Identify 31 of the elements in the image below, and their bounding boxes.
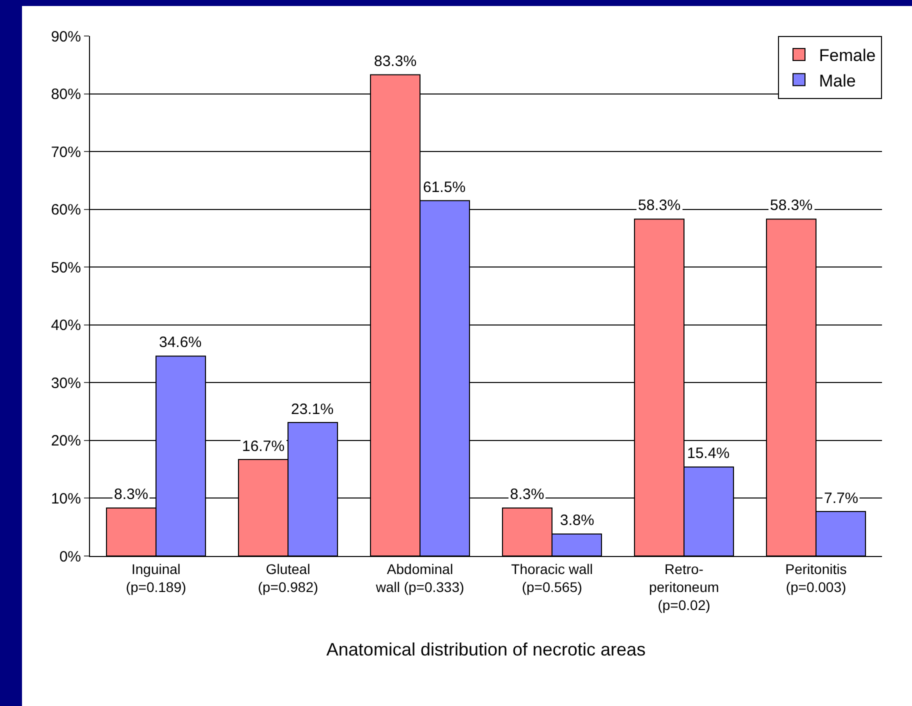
y-tick-label: 50% — [50, 259, 81, 276]
x-tick-label: Peritonitis (p=0.003) — [785, 560, 847, 595]
y-tick-label: 70% — [50, 144, 81, 161]
y-tick-label: 60% — [50, 202, 81, 219]
legend-label: Male — [819, 71, 856, 90]
x-tick-label: Inguinal (p=0.189) — [126, 560, 186, 595]
y-tick-label: 90% — [50, 28, 81, 46]
data-label: 7.7% — [824, 490, 858, 507]
y-tick-label: 10% — [50, 490, 81, 508]
data-label: 23.1% — [291, 401, 334, 418]
y-tick-label: 0% — [59, 548, 81, 566]
data-label: 8.3% — [114, 486, 148, 503]
y-tick-label: 80% — [50, 86, 81, 104]
data-label: 16.7% — [242, 438, 285, 455]
y-tick-label: 40% — [50, 317, 81, 334]
data-label: 34.6% — [159, 334, 202, 351]
x-tick-label: Thoracic wall (p=0.565) — [511, 560, 593, 595]
y-tick-label: 20% — [50, 432, 81, 450]
data-label: 3.8% — [560, 512, 594, 529]
data-label: 15.4% — [687, 445, 730, 462]
data-label: 83.3% — [374, 53, 417, 70]
x-tick-label: Retro- peritoneum (p=0.02) — [648, 560, 720, 614]
y-tick-label: 30% — [50, 374, 81, 392]
x-axis-title: Anatomical distribution of necrotic areas — [326, 639, 646, 660]
data-label: 58.3% — [638, 197, 681, 214]
x-tick-label: Abdominal wall (p=0.333) — [374, 560, 464, 595]
data-label: 8.3% — [510, 486, 544, 503]
legend-label: Female — [819, 46, 876, 66]
data-label: 58.3% — [770, 197, 813, 214]
x-tick-label: Gluteal (p=0.982) — [258, 560, 318, 595]
data-label: 61.5% — [423, 179, 466, 196]
